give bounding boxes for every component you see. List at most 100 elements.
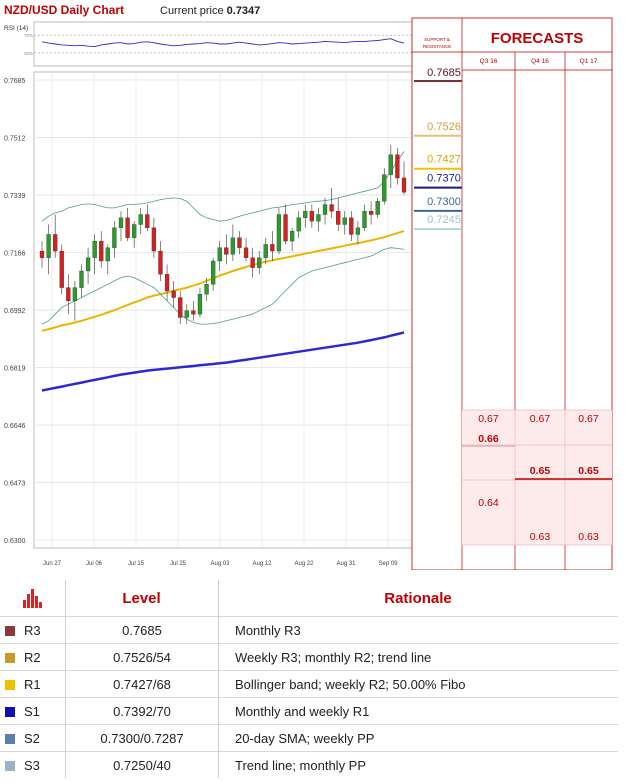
- candle-body: [224, 247, 229, 255]
- candle-body: [237, 237, 242, 248]
- level-name: S3: [20, 751, 66, 778]
- x-tick-label: Jul 25: [170, 561, 187, 567]
- level-name: R3: [20, 616, 66, 644]
- candle-body: [99, 240, 104, 262]
- forecast-value: 0.67: [578, 413, 599, 425]
- candle-body: [270, 244, 275, 252]
- level-color-swatch: [5, 707, 15, 718]
- sr-level-label: 0.7245: [427, 214, 461, 226]
- candle-body: [46, 234, 51, 258]
- table-row: S2 0.7300/0.7287 20-day SMA; weekly PP: [0, 724, 618, 752]
- candle-body: [53, 234, 58, 252]
- bar-chart-icon: [22, 588, 44, 608]
- candle-body: [276, 214, 282, 252]
- candle-body: [184, 310, 189, 318]
- level-color-swatch: [5, 626, 15, 637]
- candle-body: [382, 174, 387, 202]
- forecast-value: 0.64: [478, 497, 499, 509]
- candle-body: [309, 211, 314, 222]
- candle-body: [368, 211, 374, 215]
- level-value: 0.7427/68: [65, 670, 219, 698]
- candle-body: [257, 257, 262, 268]
- levels-table-header: Level Rationale: [0, 580, 618, 617]
- forecast-value: 0.67: [478, 413, 499, 425]
- candle-body: [112, 227, 117, 248]
- sr-level-label: 0.7300: [427, 196, 461, 208]
- level-rationale: 20-day SMA; weekly PP: [218, 724, 618, 752]
- y-tick-label: 0.6300: [4, 538, 26, 545]
- y-tick-label: 0.6646: [4, 423, 26, 430]
- candle-body: [85, 257, 91, 272]
- candle-body: [66, 287, 71, 302]
- y-tick-label: 0.7339: [4, 193, 26, 200]
- y-tick-label: 0.6819: [4, 366, 26, 373]
- x-tick-label: Aug 03: [210, 561, 230, 567]
- candle-body: [92, 240, 97, 258]
- sma-200-line: [41, 331, 405, 392]
- forecast-value: 0.63: [530, 531, 551, 543]
- level-color-swatch: [5, 734, 15, 745]
- candle-body: [158, 250, 163, 275]
- candle-body: [197, 294, 203, 315]
- candle-body: [191, 310, 196, 315]
- candle-body: [145, 214, 150, 228]
- sr-level-label: 0.7427: [427, 154, 461, 166]
- rsi-30-label: 30%: [24, 51, 33, 56]
- level-value: 0.7300/0.7287: [65, 724, 219, 752]
- candle-body: [125, 217, 130, 238]
- chart-title: NZD/USD Daily Chart: [4, 3, 124, 17]
- candle-body: [204, 284, 209, 295]
- sr-level-label: 0.7526: [427, 121, 461, 133]
- candle-body: [289, 230, 295, 242]
- x-tick-label: Jul 06: [86, 561, 103, 567]
- forecasts-title: FORECASTS: [491, 30, 584, 47]
- y-tick-label: 0.7685: [4, 78, 26, 85]
- level-color-swatch: [5, 761, 15, 772]
- x-tick-label: Jul 15: [128, 561, 145, 567]
- forecast-zone: [462, 410, 612, 545]
- level-value: 0.7392/70: [65, 697, 219, 725]
- candle-body: [349, 217, 354, 235]
- candle-body: [362, 211, 367, 228]
- candle-body: [72, 287, 78, 302]
- level-column-header: Level: [65, 580, 219, 617]
- sr-title-line2: RESISTANCE: [423, 44, 451, 49]
- level-name: S1: [20, 697, 66, 725]
- table-row: S3 0.7250/40 Trend line; monthly PP: [0, 751, 618, 778]
- level-rationale: Monthly R3: [218, 616, 618, 644]
- table-row: R1 0.7427/68 Bollinger band; weekly R2; …: [0, 670, 618, 698]
- candle-body: [303, 211, 308, 218]
- level-rationale: Monthly and weekly R1: [218, 697, 618, 725]
- table-row: R3 0.7685 Monthly R3: [0, 616, 618, 644]
- y-tick-label: 0.6992: [4, 308, 26, 315]
- forecast-column-header: Q4 16: [531, 58, 549, 65]
- candle-body: [151, 227, 157, 252]
- candle-body: [283, 214, 288, 242]
- current-price-label: Current price: [160, 5, 227, 17]
- sr-level-label: 0.7370: [427, 173, 461, 185]
- candle-body: [250, 257, 255, 268]
- level-rationale: Bollinger band; weekly R2; 50.00% Fibo: [218, 670, 618, 698]
- level-name: S2: [20, 724, 66, 752]
- table-row: R2 0.7526/54 Weekly R3; monthly R2; tren…: [0, 643, 618, 671]
- x-tick-label: Sep 09: [378, 561, 398, 567]
- level-color-swatch: [5, 680, 15, 691]
- x-tick-label: Aug 31: [336, 561, 356, 567]
- y-tick-label: 0.6473: [4, 481, 26, 488]
- y-tick-label: 0.7512: [4, 135, 26, 142]
- candle-body: [132, 224, 137, 238]
- candle-body: [138, 214, 143, 225]
- bollinger-upper-line: [41, 151, 405, 222]
- candle-body: [316, 214, 321, 222]
- levels-table: Level Rationale R3 0.7685 Monthly R3 R2 …: [0, 580, 618, 778]
- candle-body: [79, 270, 84, 288]
- levels-table-body: R3 0.7685 Monthly R3 R2 0.7526/54 Weekly…: [0, 616, 618, 778]
- forecast-value: 0.65: [578, 465, 599, 477]
- candle-body: [171, 290, 176, 298]
- current-price-value: 0.7347: [227, 5, 261, 17]
- candle-body: [375, 201, 380, 215]
- candle-body: [105, 247, 110, 262]
- candle-body: [388, 154, 393, 175]
- sma-50-line: [41, 230, 405, 332]
- forecast-value: 0.63: [578, 531, 599, 543]
